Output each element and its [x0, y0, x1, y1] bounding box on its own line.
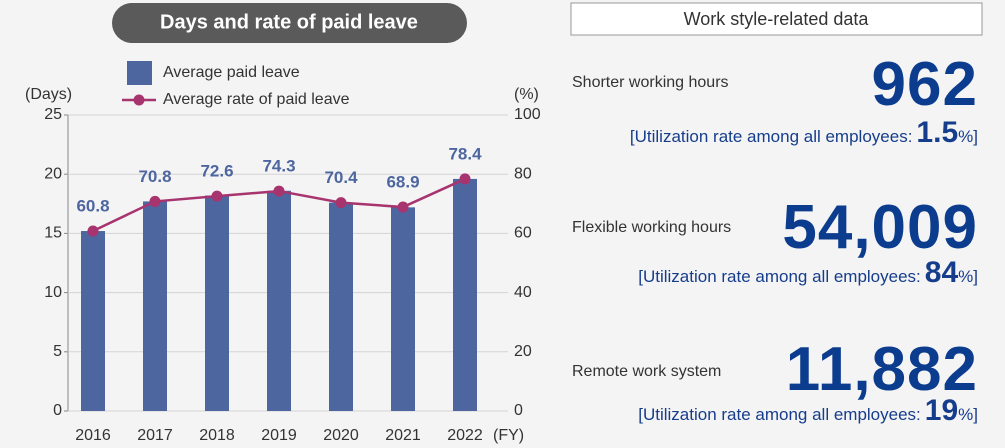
x-tick-label: 2022 — [447, 427, 483, 444]
point — [273, 185, 285, 197]
rate-value: 19 — [925, 394, 958, 427]
bar — [143, 201, 167, 411]
note-close: ] — [973, 405, 978, 424]
bar — [453, 178, 477, 411]
y-tick-label: 0 — [53, 402, 62, 419]
utilization-note: [Utilization rate among all employees: 19… — [638, 394, 978, 427]
bar — [391, 207, 415, 411]
data-label: 68.9 — [386, 173, 419, 192]
x-tick-label: 2021 — [385, 427, 421, 444]
point — [87, 225, 99, 237]
point — [335, 197, 347, 209]
y2-tick-label: 60 — [514, 225, 532, 242]
note-text: [Utilization rate among all employees: — [638, 405, 921, 424]
x-axis-label: (FY) — [493, 427, 524, 444]
point — [149, 195, 161, 207]
item-label: Shorter working hours — [572, 74, 729, 91]
point — [397, 201, 409, 213]
data-label: 60.8 — [76, 197, 109, 216]
bar — [329, 202, 353, 411]
utilization-note: [Utilization rate among all employees: 84… — [638, 256, 978, 289]
y2-tick-label: 80 — [514, 165, 532, 182]
item-label: Remote work system — [572, 363, 721, 380]
bar — [205, 195, 229, 411]
x-tick-label: 2016 — [75, 427, 111, 444]
y2-tick-label: 40 — [514, 284, 532, 301]
x-tick-label: 2020 — [323, 427, 359, 444]
legend-swatch — [127, 61, 152, 85]
y2-tick-label: 100 — [514, 106, 541, 123]
rate-unit: % — [958, 127, 973, 146]
chart-title: Days and rate of paid leave — [160, 11, 418, 33]
panel-title-box — [570, 2, 983, 36]
panel-title: Work style-related data — [684, 9, 870, 29]
y-tick-label: 5 — [53, 343, 62, 360]
y-tick-label: 15 — [44, 225, 62, 242]
x-tick-label: 2017 — [137, 427, 173, 444]
rate-value: 1.5 — [916, 116, 958, 149]
data-label: 70.4 — [324, 168, 358, 187]
x-tick-label: 2019 — [261, 427, 297, 444]
y2-tick-label: 0 — [514, 402, 523, 419]
legend-point — [133, 94, 145, 106]
utilization-note: [Utilization rate among all employees: 1.… — [630, 116, 978, 149]
item-label: Flexible working hours — [572, 219, 731, 236]
item-value: 54,009 — [782, 193, 978, 262]
note-text: [Utilization rate among all employees: — [630, 127, 913, 146]
data-label: 72.6 — [200, 162, 233, 181]
note-close: ] — [973, 127, 978, 146]
y-tick-label: 20 — [44, 165, 62, 182]
title-pill — [112, 3, 467, 43]
y2-tick-label: 20 — [514, 343, 532, 360]
rate-unit: % — [958, 405, 973, 424]
bar — [267, 190, 291, 411]
y-tick-label: 25 — [44, 106, 62, 123]
point — [459, 173, 471, 185]
y-tick-label: 10 — [44, 284, 62, 301]
bar — [81, 231, 105, 411]
item-value: 11,882 — [786, 335, 978, 404]
rate-unit: % — [958, 267, 973, 286]
point — [211, 190, 223, 202]
note-text: [Utilization rate among all employees: — [638, 267, 921, 286]
item-value: 962 — [872, 50, 978, 119]
y-axis-label: (Days) — [25, 86, 72, 103]
note-close: ] — [973, 267, 978, 286]
data-label: 74.3 — [262, 157, 295, 176]
y2-axis-label: (%) — [514, 86, 539, 103]
data-label: 78.4 — [448, 144, 482, 163]
x-tick-label: 2018 — [199, 427, 235, 444]
legend-label: Average rate of paid leave — [163, 91, 350, 108]
legend-label: Average paid leave — [163, 64, 300, 81]
data-label: 70.8 — [138, 167, 171, 186]
rate-value: 84 — [925, 256, 959, 289]
